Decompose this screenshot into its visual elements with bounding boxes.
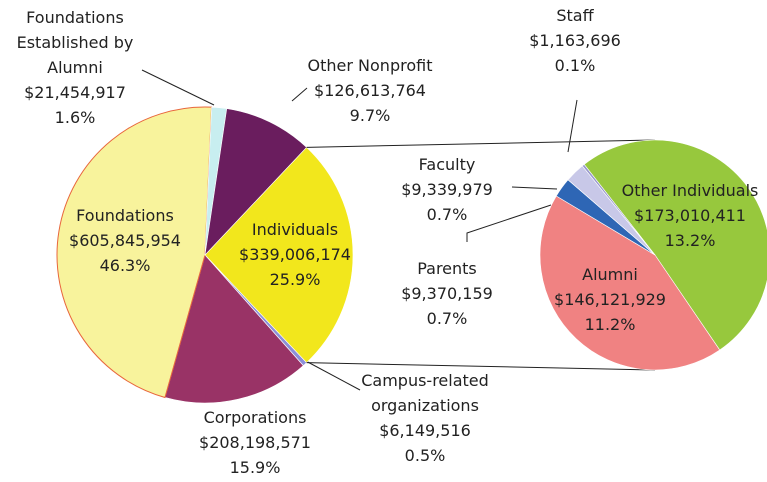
data-label: Foundations $605,845,954 46.3% <box>69 203 181 278</box>
pie-slice <box>539 195 721 371</box>
label-value: $21,454,917 <box>24 83 126 102</box>
leader-lines <box>141 69 578 391</box>
label-value: $173,010,411 <box>634 206 746 225</box>
label-name: Alumni <box>582 265 638 284</box>
label-value: $605,845,954 <box>69 231 181 250</box>
label-name: Foundations Established by Alumni <box>16 8 134 77</box>
label-percent: 46.3% <box>99 256 151 275</box>
label-percent: 0.5% <box>404 446 446 465</box>
pie-slice <box>204 108 307 256</box>
label-name: Corporations <box>203 408 307 427</box>
leader-line <box>141 69 215 106</box>
label-name: Faculty <box>418 155 476 174</box>
label-name: Other Nonprofit <box>307 56 433 75</box>
data-label: Staff $1,163,696 0.1% <box>529 3 621 78</box>
label-name: Staff <box>556 6 594 25</box>
data-label: Faculty $9,339,979 0.7% <box>401 152 493 227</box>
connector-line <box>306 139 656 148</box>
label-percent: 0.1% <box>554 56 596 75</box>
data-label: Campus-related organizations $6,149,516 0.… <box>350 368 500 468</box>
label-value: $339,006,174 <box>239 245 351 264</box>
label-value: $1,163,696 <box>529 31 621 50</box>
data-label: Foundations Established by Alumni $21,454… <box>0 5 150 130</box>
leader-line <box>466 204 552 242</box>
pie-slice <box>56 106 213 399</box>
label-name: Parents <box>417 259 477 278</box>
label-percent: 9.7% <box>349 106 391 125</box>
label-value: $146,121,929 <box>554 290 666 309</box>
label-value: $208,198,571 <box>199 433 311 452</box>
data-label: Corporations $208,198,571 15.9% <box>199 405 311 480</box>
data-label: Parents $9,370,159 0.7% <box>401 256 493 331</box>
leader-line <box>511 186 558 190</box>
label-value: $6,149,516 <box>379 421 471 440</box>
data-label: Individuals $339,006,174 25.9% <box>239 217 351 292</box>
label-percent: 13.2% <box>664 231 716 250</box>
leader-line <box>291 87 308 102</box>
pie-slice <box>583 139 767 351</box>
label-value: $9,370,159 <box>401 284 493 303</box>
label-name: Campus-related organizations <box>361 371 489 415</box>
data-label: Other Nonprofit $126,613,764 9.7% <box>308 53 433 128</box>
leader-line <box>567 99 578 153</box>
label-name: Other Individuals <box>621 181 759 200</box>
connector-line <box>306 362 656 371</box>
label-percent: 11.2% <box>584 315 636 334</box>
label-percent: 0.7% <box>426 309 468 328</box>
label-percent: 0.7% <box>426 205 468 224</box>
label-value: $126,613,764 <box>314 81 426 100</box>
pie-slice <box>204 146 354 364</box>
label-value: $9,339,979 <box>401 180 493 199</box>
leader-line <box>303 359 361 391</box>
pie-slice <box>164 254 304 404</box>
label-percent: 1.6% <box>54 108 96 127</box>
label-percent: 15.9% <box>229 458 281 477</box>
data-label: Other Individuals $173,010,411 13.2% <box>622 178 759 253</box>
label-percent: 25.9% <box>269 270 321 289</box>
label-name: Foundations <box>76 206 174 225</box>
label-name: Individuals <box>251 220 339 239</box>
data-label: Alumni $146,121,929 11.2% <box>554 262 666 337</box>
pie-slice <box>581 163 656 256</box>
